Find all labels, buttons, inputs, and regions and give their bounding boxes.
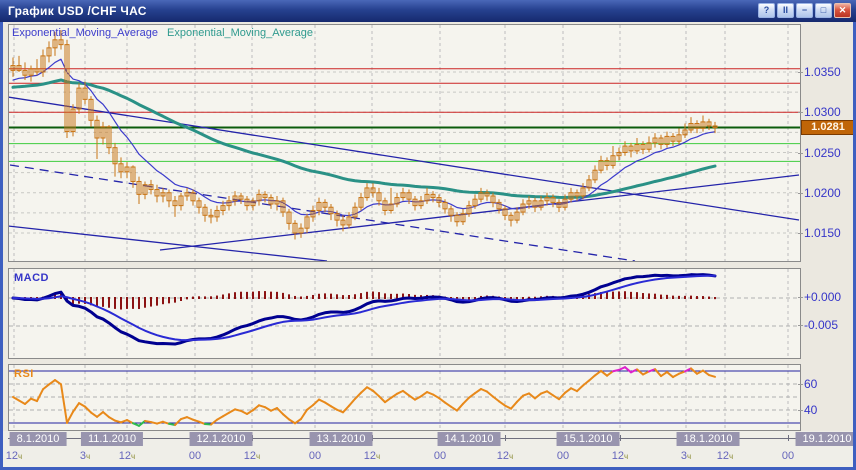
axis-tick [798,384,803,385]
window-border-bottom [0,467,856,470]
ema-slow-line [11,78,717,199]
time-tick-label: 00 [556,450,570,462]
maximize-button[interactable]: □ [815,3,832,18]
date-badge: 11.1.2010 [80,432,144,446]
title-bar[interactable]: График USD /CHF ЧАС ? II − □ ✕ [0,0,856,22]
axis-tick [798,193,803,194]
time-tick-label: 00 [781,450,795,462]
indicator-legend: Exponential_Moving_Average Exponential_M… [12,27,319,39]
time-tick-label: 00 [308,450,322,462]
time-axis-tickmark [788,435,789,441]
help-button[interactable]: ? [758,3,775,18]
date-badge: 8.1.2010 [9,432,67,446]
rsi-chart [9,365,800,430]
ema-slow-legend-label: Exponential_Moving_Average [167,27,313,39]
window-controls: ? II − □ ✕ [756,3,851,18]
time-tick-label: 12ч [243,450,261,462]
time-tick-label: 12ч [118,450,136,462]
time-axis-tickmark [620,435,621,441]
time-tick-label: 3ч [79,450,91,462]
time-tick-label: 12ч [716,450,734,462]
date-badge: 19.1.2010 [795,432,856,446]
axis-tick [798,72,803,73]
time-axis-line [8,438,845,439]
date-badge: 18.1.2010 [676,432,740,446]
price-axis-label: 1.0250 [804,146,841,160]
date-badge: 13.1.2010 [309,432,373,446]
trendlines [9,96,800,261]
window-border-left [0,22,3,470]
date-badge: 14.1.2010 [437,432,501,446]
window-border-right [853,22,856,470]
ema-fast-legend-label: Exponential_Moving_Average [12,27,158,39]
rsi-panel[interactable]: RSI [8,364,801,431]
price-chart-panel[interactable] [8,24,801,262]
time-tick-label: 00 [188,450,202,462]
pause-button[interactable]: II [777,3,794,18]
rsi-axis-label: 60 [804,377,818,391]
horizontal-levels [9,68,800,162]
macd-axis-label: -0.005 [804,318,839,332]
main-gridlines [9,25,800,261]
time-tick-label: 12ч [496,450,514,462]
close-button[interactable]: ✕ [834,3,851,18]
time-tick-label: 12ч [611,450,629,462]
rsi-line [12,366,716,427]
price-axis-label: 1.0200 [804,186,841,200]
time-tick-label: 12ч [363,450,381,462]
time-axis-tickmark [372,435,373,441]
axis-tick [798,410,803,411]
macd-axis-label: +0.000 [804,290,842,304]
axis-tick [798,297,803,298]
date-badge: 15.1.2010 [556,432,620,446]
time-axis-tickmark [252,435,253,441]
current-price-tag: 1.0281 [801,120,855,135]
macd-line [11,273,717,346]
macd-chart [9,269,800,358]
date-badge: 12.1.2010 [189,432,253,446]
macd-signal-line [12,274,716,342]
candlestick-chart [9,25,800,261]
ema-fast-line [12,58,716,217]
macd-panel[interactable]: MACD [8,268,801,359]
rsi-panel-label: RSI [14,368,34,380]
price-axis-label: 1.0150 [804,226,841,240]
time-tick-label: 3ч [680,450,692,462]
axis-tick [798,112,803,113]
time-tick-label: 00 [433,450,447,462]
price-axis-label: 1.0350 [804,65,841,79]
minimize-button[interactable]: − [796,3,813,18]
time-tick-label: 12ч [5,450,23,462]
time-axis[interactable]: 12ч 3ч 12ч 00 12ч 00 12ч 00 12ч 00 12ч 3ч 12ч 00 8.1.2… [3,431,856,467]
axis-tick [798,325,803,326]
candlestick-series [10,30,718,240]
macd-gridlines [9,269,800,358]
axis-tick [798,153,803,154]
price-axis-label: 1.0300 [804,105,841,119]
time-axis-tickmark [505,435,506,441]
macd-panel-label: MACD [14,272,49,284]
axis-tick [798,233,803,234]
rsi-axis-label: 40 [804,403,818,417]
window-title: График USD /CHF ЧАС [8,4,147,18]
